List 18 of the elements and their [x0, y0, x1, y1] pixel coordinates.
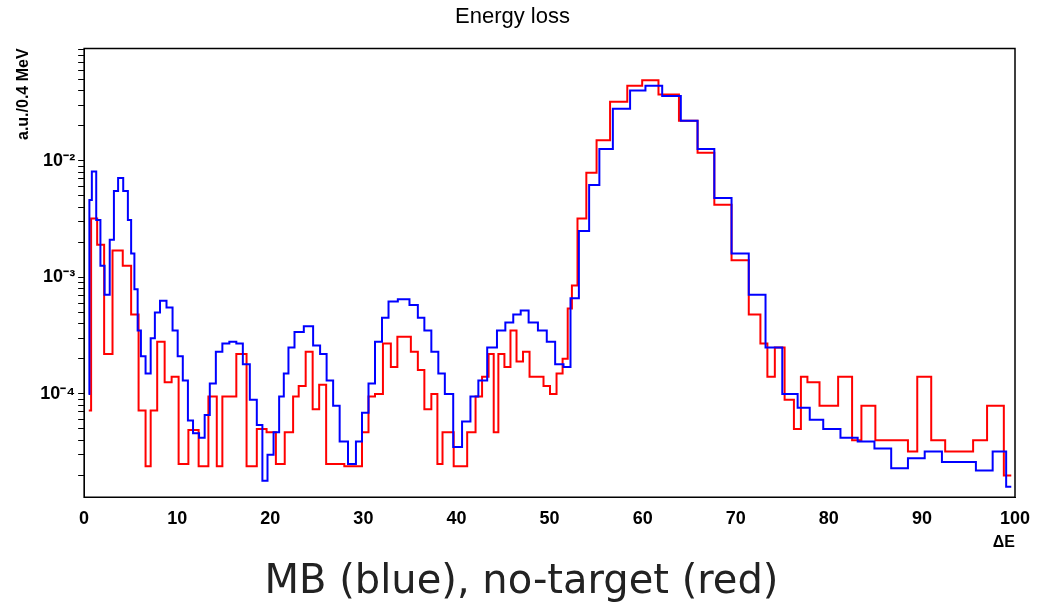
y-tick-label: 10⁻² — [43, 149, 76, 170]
text: MB (blue), no-target (red) — [263, 556, 780, 602]
x-tick-label: 10 — [167, 507, 188, 528]
x-tick-label: 20 — [260, 507, 281, 528]
x-tick-label: 80 — [818, 507, 839, 528]
chart-title: Energy loss — [455, 3, 570, 29]
y-tick-label: 10⁻³ — [43, 266, 76, 287]
x-tick-label: 50 — [539, 507, 560, 528]
x-tick-label: 90 — [911, 507, 932, 528]
x-tick-label: 30 — [353, 507, 374, 528]
x-tick-label: 40 — [446, 507, 467, 528]
x-tick-label: 100 — [999, 507, 1031, 528]
x-tick-label: 70 — [725, 507, 746, 528]
y-axis-title: a.u./0.4 MeV — [14, 48, 32, 140]
y-tick-label: 10⁻⁴ — [40, 382, 76, 403]
x-tick-label: 0 — [79, 507, 90, 528]
x-axis-title: ΔE — [992, 532, 1016, 550]
x-tick-label: 60 — [632, 507, 653, 528]
